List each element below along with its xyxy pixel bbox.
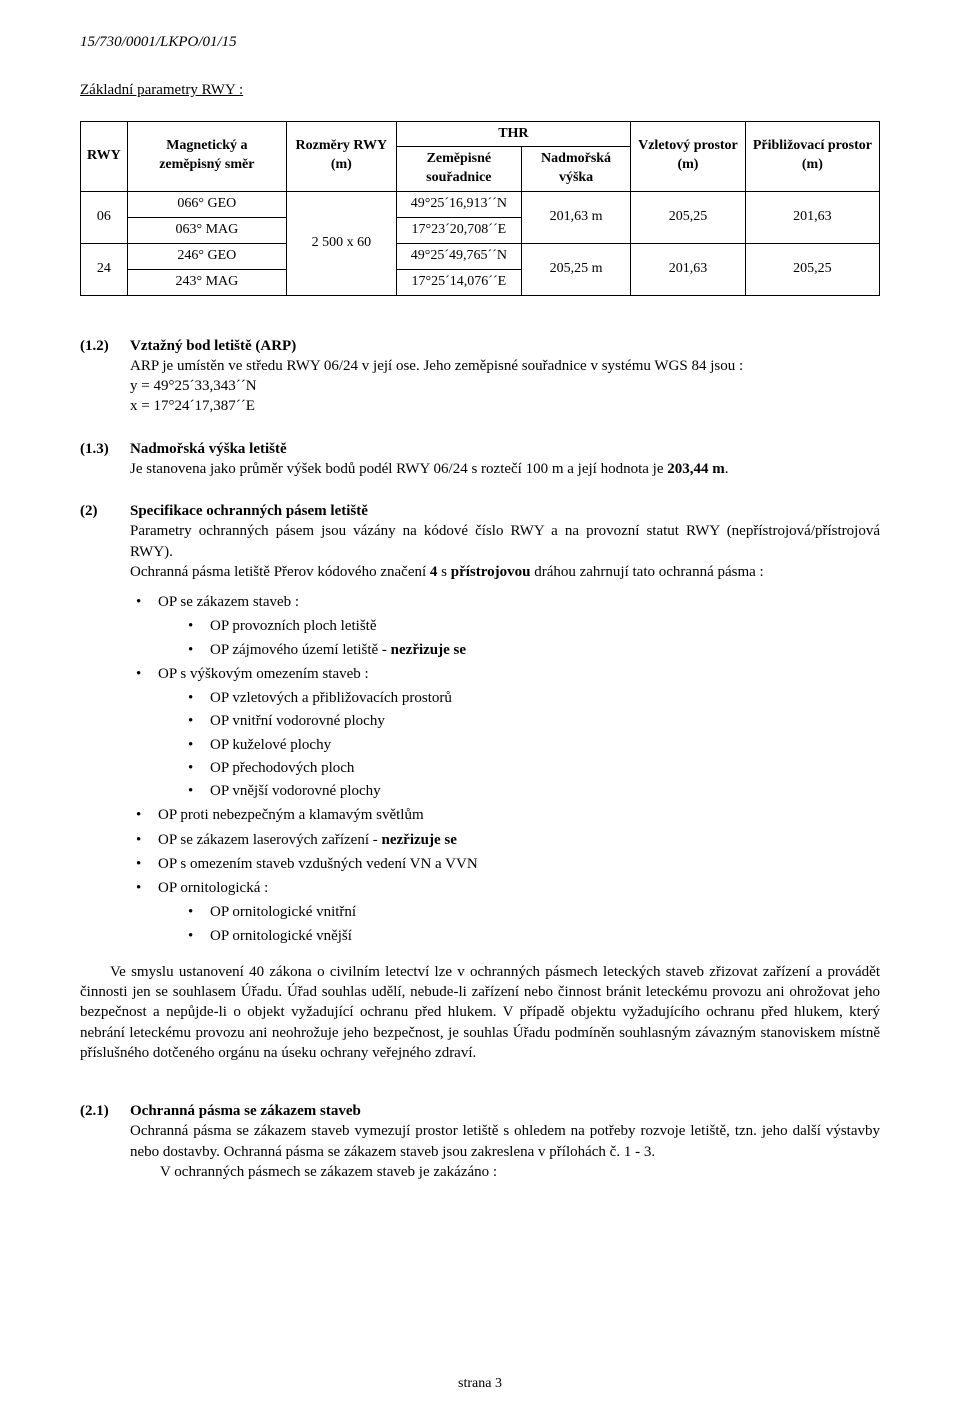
- section-1-3: (1.3) Nadmořská výška letiště Je stanove…: [80, 439, 880, 480]
- bullet-list-main: OP se zákazem staveb : OP provozních plo…: [130, 592, 880, 946]
- text-fragment: OP se zákazem laserových zařízení -: [158, 832, 382, 848]
- cell-mag1: 066° GEO: [127, 192, 286, 218]
- table-header-row-1: RWY Magnetický a zeměpisný směr Rozměry …: [81, 121, 880, 147]
- section-title-text: Vztažný bod letiště (ARP): [130, 336, 880, 356]
- list-item-label: OP ornitologická :: [158, 880, 268, 896]
- section-1-2: (1.2) Vztažný bod letiště (ARP) ARP je u…: [80, 336, 880, 417]
- cell-mag2: 063° MAG: [127, 218, 286, 244]
- text-fragment: dráhou zahrnují tato ochranná pásma :: [530, 564, 763, 580]
- section-text: Parametry ochranných pásem jsou vázány n…: [130, 521, 880, 562]
- section-2: (2) Specifikace ochranných pásem letiště…: [80, 501, 880, 582]
- section-text: Ochranná pásma se zákazem staveb vymezuj…: [130, 1121, 880, 1162]
- list-item: OP ornitologická : OP ornitologické vnit…: [130, 878, 880, 946]
- section-title-text: Ochranná pásma se zákazem staveb: [130, 1101, 880, 1121]
- cell-elev: 205,25 m: [522, 243, 631, 295]
- arp-x: x = 17°24´17,387´´E: [130, 396, 880, 416]
- th-thr-elev: Nadmořská výška: [522, 147, 631, 192]
- list-item-label: OP s výškovým omezením staveb :: [158, 666, 369, 682]
- list-item: OP kuželové plochy: [182, 735, 880, 755]
- text-fragment: s: [437, 564, 450, 580]
- th-approach: Přibližovací prostor (m): [745, 121, 879, 192]
- section-title-text: Nadmořská výška letiště: [130, 439, 880, 459]
- section-text: ARP je umístěn ve středu RWY 06/24 v jej…: [130, 356, 880, 376]
- list-item: OP zájmového území letiště - nezřizuje s…: [182, 640, 880, 660]
- cell-approach: 201,63: [745, 192, 879, 244]
- page-root: 15/730/0001/LKPO/01/15 Základní parametr…: [0, 0, 960, 1419]
- list-item: OP přechodových ploch: [182, 758, 880, 778]
- cell-mag2: 243° MAG: [127, 269, 286, 295]
- arp-y: y = 49°25´33,343´´N: [130, 376, 880, 396]
- text-fragment: Ochranná pásma letiště Přerov kódového z…: [130, 564, 430, 580]
- th-dim: Rozměry RWY (m): [286, 121, 396, 192]
- bold-value: nezřizuje se: [391, 642, 466, 658]
- list-item: OP ornitologické vnitřní: [182, 902, 880, 922]
- list-item: OP se zákazem staveb : OP provozních plo…: [130, 592, 880, 660]
- list-item: OP s omezením staveb vzdušných vedení VN…: [130, 854, 880, 874]
- bullet-sublist: OP ornitologické vnitřní OP ornitologick…: [182, 902, 880, 946]
- cell-elev: 201,63 m: [522, 192, 631, 244]
- th-mag: Magnetický a zeměpisný směr: [127, 121, 286, 192]
- list-item: OP provozních ploch letiště: [182, 616, 880, 636]
- bold-value: nezřizuje se: [382, 832, 457, 848]
- list-item: OP proti nebezpečným a klamavým světlům: [130, 805, 880, 825]
- cell-coord1: 49°25´16,913´´N: [396, 192, 521, 218]
- cell-rwy: 06: [81, 192, 128, 244]
- rwy-parameters-table: RWY Magnetický a zeměpisný směr Rozměry …: [80, 121, 880, 296]
- text-fragment: .: [725, 461, 729, 477]
- section-text-line2: V ochranných pásmech se zákazem staveb j…: [130, 1162, 880, 1182]
- th-thr: THR: [396, 121, 630, 147]
- section-body: Specifikace ochranných pásem letiště Par…: [130, 501, 880, 582]
- table-row: 06 066° GEO 2 500 x 60 49°25´16,913´´N 2…: [81, 192, 880, 218]
- list-item: OP s výškovým omezením staveb : OP vzlet…: [130, 664, 880, 802]
- section-text-line2: Ochranná pásma letiště Přerov kódového z…: [130, 562, 880, 582]
- table-row: 24 246° GEO 49°25´49,765´´N 205,25 m 201…: [81, 243, 880, 269]
- th-thr-coord: Zeměpisné souřadnice: [396, 147, 521, 192]
- text-fragment: OP zájmového území letiště -: [210, 642, 391, 658]
- th-rwy: RWY: [81, 121, 128, 192]
- bold-value: přístrojovou: [451, 564, 531, 580]
- section-2-1: (2.1) Ochranná pásma se zákazem staveb O…: [80, 1101, 880, 1182]
- list-item: OP ornitologické vnější: [182, 926, 880, 946]
- section-body: Nadmořská výška letiště Je stanovena jak…: [130, 439, 880, 480]
- cell-approach: 205,25: [745, 243, 879, 295]
- list-item-label: OP se zákazem staveb :: [158, 594, 299, 610]
- paragraph-legal: Ve smyslu ustanovení 40 zákona o civilní…: [80, 962, 880, 1063]
- cell-dim: 2 500 x 60: [286, 192, 396, 296]
- section-number: (1.3): [80, 439, 130, 480]
- cell-coord1: 49°25´49,765´´N: [396, 243, 521, 269]
- section-body: Ochranná pásma se zákazem staveb Ochrann…: [130, 1101, 880, 1182]
- document-id: 15/730/0001/LKPO/01/15: [80, 32, 880, 52]
- cell-mag1: 246° GEO: [127, 243, 286, 269]
- cell-coord2: 17°25´14,076´´E: [396, 269, 521, 295]
- list-item: OP vzletových a přibližovacích prostorů: [182, 688, 880, 708]
- section-text: Je stanovena jako průměr výšek bodů podé…: [130, 459, 880, 479]
- section-body: Vztažný bod letiště (ARP) ARP je umístěn…: [130, 336, 880, 417]
- list-item: OP vnější vodorovné plochy: [182, 781, 880, 801]
- cell-takeoff: 205,25: [631, 192, 746, 244]
- page-footer: strana 3: [0, 1375, 960, 1394]
- list-item: OP vnitřní vodorovné plochy: [182, 711, 880, 731]
- bullet-sublist: OP provozních ploch letiště OP zájmového…: [182, 616, 880, 660]
- list-item: OP se zákazem laserových zařízení - nezř…: [130, 830, 880, 850]
- cell-takeoff: 201,63: [631, 243, 746, 295]
- section-number: (2): [80, 501, 130, 582]
- text-fragment: Je stanovena jako průměr výšek bodů podé…: [130, 461, 667, 477]
- bullet-sublist: OP vzletových a přibližovacích prostorů …: [182, 688, 880, 801]
- section-title-text: Specifikace ochranných pásem letiště: [130, 501, 880, 521]
- bold-value: 203,44 m: [667, 461, 725, 477]
- th-takeoff: Vzletový prostor (m): [631, 121, 746, 192]
- cell-rwy: 24: [81, 243, 128, 295]
- section-title: Základní parametry RWY :: [80, 80, 880, 100]
- cell-coord2: 17°23´20,708´´E: [396, 218, 521, 244]
- section-number: (1.2): [80, 336, 130, 417]
- section-number: (2.1): [80, 1101, 130, 1182]
